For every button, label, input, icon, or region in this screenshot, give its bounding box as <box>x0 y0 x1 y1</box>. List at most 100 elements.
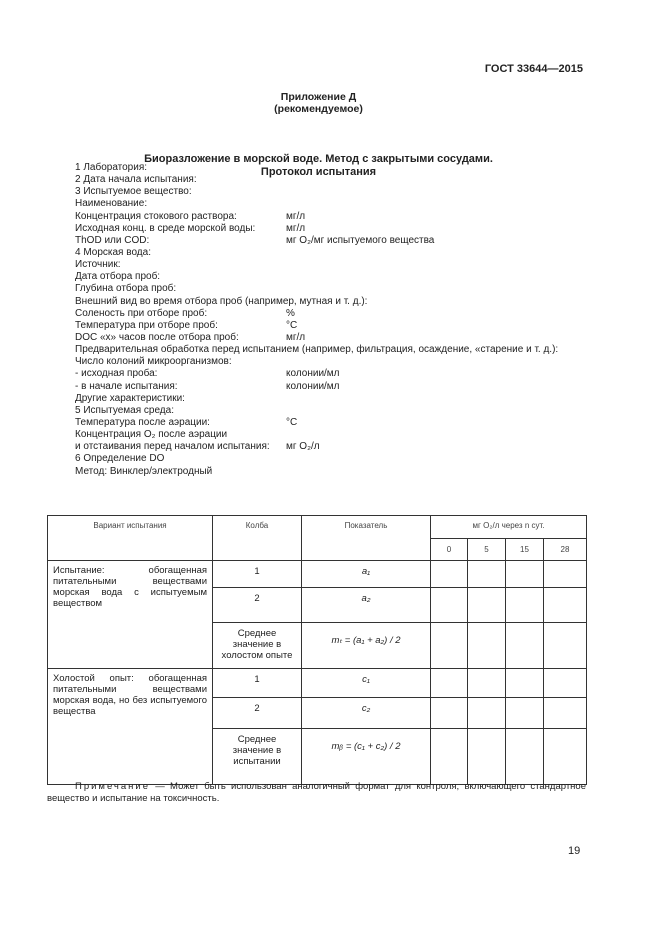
field-row: Глубина отбора проб: <box>75 283 558 295</box>
field-label: Температура при отборе проб: <box>75 319 218 331</box>
value-cell <box>430 668 468 698</box>
flask-cell: 2 <box>212 587 302 623</box>
field-unit: колонии/мл <box>286 380 340 392</box>
field-label: - в начале испытания: <box>75 380 178 392</box>
variant-cell: Испытание: обогащенная питательными веще… <box>47 560 213 669</box>
indicator-cell: c₁ <box>301 668 431 698</box>
field-unit: мг/л <box>286 331 306 343</box>
note-label: Примечание <box>75 781 150 792</box>
flask-cell: Среднее значение в испытании <box>212 728 302 785</box>
header-indicator: Показатель <box>301 515 431 561</box>
field-label: Источник: <box>75 259 121 271</box>
value-cell <box>505 728 544 785</box>
field-row: Число колоний микроорганизмов: <box>75 356 558 368</box>
value-cell <box>467 560 506 588</box>
field-row: Другие характеристики: <box>75 393 558 405</box>
value-cell <box>467 668 506 698</box>
field-row: 5 Испытуемая среда: <box>75 405 558 417</box>
field-unit: мг O₂/л <box>286 441 320 453</box>
field-row: Наименование: <box>75 198 558 210</box>
field-row: Температура после аэрации: °C <box>75 417 558 429</box>
value-cell <box>543 560 587 588</box>
day-header: 28 <box>543 538 587 561</box>
formula-cell: mᵦ = (c₁ + c₂) / 2 <box>301 728 431 785</box>
value-cell <box>505 587 544 623</box>
header-flask: Колба <box>212 515 302 561</box>
value-cell <box>505 668 544 698</box>
value-cell <box>505 622 544 669</box>
variant-cell: Холостой опыт: обогащенная питательными … <box>47 668 213 785</box>
value-cell <box>505 697 544 729</box>
day-header: 5 <box>467 538 506 561</box>
page-number: 19 <box>568 845 581 857</box>
field-label: Дата отбора проб: <box>75 271 161 283</box>
protocol-fields: 1 Лаборатория: 2 Дата начала испытания: 3 … <box>75 162 558 478</box>
field-label: 4 Морская вода: <box>75 246 151 258</box>
value-cell <box>467 728 506 785</box>
field-row: Соленость при отборе проб:% <box>75 308 558 320</box>
note-text: — Может быть использован аналогичный фор… <box>47 781 586 804</box>
field-label: Внешний вид во время отбора проб (наприм… <box>75 295 368 307</box>
field-unit: мг O₂/мг испытуемого вещества <box>286 234 435 246</box>
standard-number: ГОСТ 33644—2015 <box>484 63 583 75</box>
table-row: Среднее значение в холостом опыте mₜ = (a… <box>48 622 587 669</box>
day-header: 0 <box>430 538 468 561</box>
field-unit: °C <box>286 319 298 331</box>
header-days: мг O₂/л через n сут. <box>430 515 587 539</box>
table-row: 2 c₂ <box>48 697 587 729</box>
value-cell <box>543 587 587 623</box>
field-label: и отстаивания перед началом испытания: <box>75 441 270 453</box>
indicator-cell: a₁ <box>301 560 431 588</box>
field-row: Внешний вид во время отбора проб (наприм… <box>75 296 558 308</box>
table-row: Испытание: обогащенная питательными веще… <box>47 560 587 669</box>
field-label: Концентрация стокового раствора: <box>75 210 237 222</box>
note: Примечание — Может быть использован анал… <box>47 781 586 805</box>
header-variant: Вариант испытания <box>47 515 213 561</box>
field-label: Температура после аэрации: <box>75 416 210 428</box>
field-row: - в начале испытания: колонии/мл <box>75 381 558 393</box>
field-row: Метод: Винклер/электродный <box>75 466 558 478</box>
field-row: Предварительная обработка перед испытани… <box>75 344 558 356</box>
document-subtitle: Протокол испытания <box>260 166 377 178</box>
value-cell <box>543 697 587 729</box>
field-unit: °C <box>286 416 298 428</box>
value-cell <box>467 697 506 729</box>
value-cell <box>467 622 506 669</box>
value-cell <box>505 560 544 588</box>
table-row: Среднее значение в испытании mᵦ = (c₁ + c… <box>48 728 587 785</box>
field-row: DOC «x» часов после отбора проб: мг/л <box>75 332 558 344</box>
field-row: Источник: <box>75 259 558 271</box>
field-row: 4 Морская вода: <box>75 247 558 259</box>
table-row: Холостой опыт: обогащенная питательными … <box>47 668 587 785</box>
field-label: 2 Дата начала испытания: <box>75 174 197 186</box>
field-row: - исходная проба: колонии/мл <box>75 368 558 380</box>
indicator-cell: a₂ <box>301 587 431 623</box>
field-label: Соленость при отборе проб: <box>75 307 208 319</box>
field-label: ThOD или COD: <box>75 234 150 246</box>
value-cell <box>430 728 468 785</box>
value-cell <box>430 622 468 669</box>
value-cell <box>430 697 468 729</box>
field-row: Дата отбора проб: <box>75 271 558 283</box>
flask-cell: 1 <box>212 668 302 698</box>
field-label: Наименование: <box>75 198 148 210</box>
field-label: Метод: Винклер/электродный <box>75 465 213 477</box>
table-row: 2 a₂ <box>48 587 587 623</box>
field-label: Предварительная обработка перед испытани… <box>75 344 559 356</box>
field-row: Концентрация O₂ после аэрации <box>75 429 558 441</box>
field-unit: колонии/мл <box>286 368 340 380</box>
field-label: Число колоний микроорганизмов: <box>75 356 232 368</box>
field-row: ThOD или COD: мг O₂/мг испытуемого вещест… <box>75 235 558 247</box>
field-label: Исходная конц. в среде морской воды: <box>75 222 256 234</box>
field-row: 1 Лаборатория: <box>75 162 558 174</box>
flask-cell: 2 <box>212 697 302 729</box>
value-cell <box>543 668 587 698</box>
field-row: 3 Испытуемое вещество: <box>75 186 558 198</box>
field-label: 3 Испытуемое вещество: <box>75 186 192 198</box>
indicator-cell: c₂ <box>301 697 431 729</box>
field-label: - исходная проба: <box>75 368 158 380</box>
value-cell <box>430 560 468 588</box>
field-label: Концентрация O₂ после аэрации <box>75 429 228 441</box>
field-row: Исходная конц. в среде морской воды: мг/л <box>75 223 558 235</box>
formula-cell: mₜ = (a₁ + a₂) / 2 <box>301 622 431 669</box>
